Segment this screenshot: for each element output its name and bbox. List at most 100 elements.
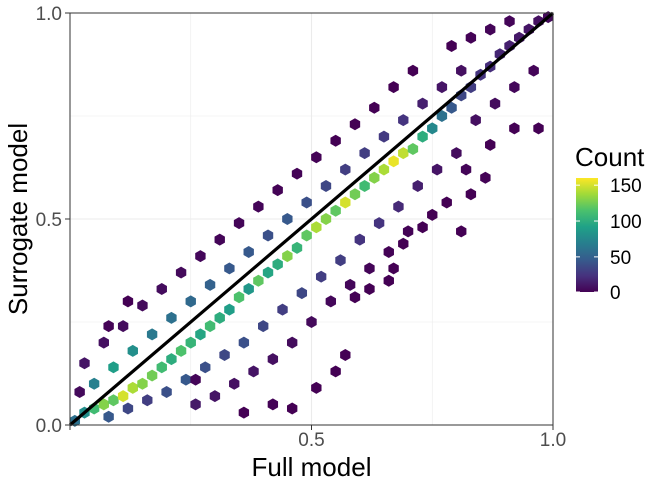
hex-bin bbox=[465, 31, 477, 44]
hex-bin bbox=[446, 101, 457, 114]
hex-bin bbox=[489, 97, 501, 110]
hex-bin bbox=[320, 180, 332, 193]
hex-bin bbox=[272, 258, 283, 271]
hex-bin bbox=[485, 23, 496, 36]
hex-bin bbox=[427, 208, 438, 221]
hex-bin bbox=[166, 353, 177, 366]
hex-bin bbox=[190, 398, 201, 411]
hex-bin bbox=[301, 229, 312, 242]
hex-bin bbox=[137, 377, 148, 390]
x-tick-label: 1.0 bbox=[540, 430, 566, 451]
hex-bin bbox=[142, 394, 153, 407]
hex-bin bbox=[146, 369, 158, 382]
hex-bin bbox=[291, 167, 303, 180]
hex-bin bbox=[146, 328, 158, 341]
hex-bin bbox=[340, 196, 351, 209]
hex-bin bbox=[195, 328, 206, 341]
hex-bin bbox=[315, 270, 327, 283]
hex-bin bbox=[436, 81, 448, 94]
hex-bin bbox=[108, 394, 119, 407]
hex-bin bbox=[282, 250, 293, 263]
hex-bin bbox=[311, 381, 322, 394]
hex-bin bbox=[137, 299, 148, 312]
hex-bin bbox=[224, 303, 235, 316]
hex-bin bbox=[340, 163, 351, 176]
hex-bin bbox=[456, 64, 467, 77]
hex-bin bbox=[117, 320, 129, 333]
hex-bin bbox=[364, 262, 375, 275]
hex-bin bbox=[354, 233, 365, 246]
hex-bin bbox=[185, 336, 196, 349]
hex-bin bbox=[262, 266, 274, 279]
hex-bin bbox=[277, 303, 288, 316]
hex-bin bbox=[388, 262, 399, 275]
hex-bin bbox=[349, 118, 361, 131]
hex-bin bbox=[224, 262, 235, 275]
hex-bin bbox=[417, 221, 428, 234]
hex-bin bbox=[122, 402, 134, 415]
hex-bin bbox=[248, 365, 259, 378]
hex-bin bbox=[480, 171, 491, 184]
hex-bin bbox=[79, 357, 90, 370]
hex-bin bbox=[378, 130, 390, 143]
hex-bin bbox=[286, 402, 298, 415]
hex-bin bbox=[296, 287, 308, 300]
legend-tick-label: 150 bbox=[610, 176, 642, 197]
hex-bin bbox=[238, 406, 250, 419]
hex-bin bbox=[456, 225, 467, 238]
hex-bin bbox=[325, 295, 337, 308]
hex-bin bbox=[195, 250, 206, 263]
hex-bin bbox=[190, 373, 201, 386]
hex-bin bbox=[243, 283, 254, 296]
hex-bin bbox=[103, 320, 114, 333]
hex-bin bbox=[330, 365, 341, 378]
hex-bin bbox=[229, 377, 240, 390]
hex-bin bbox=[470, 114, 481, 127]
hex-bin bbox=[407, 64, 419, 77]
x-axis-title: Full model bbox=[252, 452, 372, 482]
hex-bin bbox=[108, 361, 119, 374]
hex-bin bbox=[388, 81, 399, 94]
hex-bin bbox=[533, 122, 544, 135]
hex-bin bbox=[465, 188, 477, 201]
hex-bins bbox=[69, 11, 554, 427]
hex-bin bbox=[258, 320, 269, 333]
hex-bin bbox=[349, 188, 361, 201]
hex-bin bbox=[402, 225, 414, 238]
legend: Count 0 50 100 150 bbox=[575, 142, 645, 304]
legend-tick-label: 100 bbox=[610, 212, 642, 233]
hex-bin bbox=[98, 398, 109, 411]
hex-bin bbox=[407, 142, 419, 155]
hex-bin bbox=[180, 373, 192, 386]
hex-bin bbox=[417, 97, 428, 110]
hex-bin bbox=[214, 233, 225, 246]
x-tick-label: 0.5 bbox=[298, 430, 324, 451]
hex-bin bbox=[301, 196, 312, 209]
hex-bin bbox=[156, 361, 167, 374]
hex-bin bbox=[460, 163, 472, 176]
hex-bin bbox=[243, 245, 254, 258]
hex-bin bbox=[161, 386, 172, 399]
hex-bin bbox=[349, 291, 361, 304]
hex-bin bbox=[253, 200, 264, 213]
hex-bin bbox=[204, 278, 216, 291]
hex-bin bbox=[383, 274, 394, 287]
hex-bin bbox=[267, 353, 279, 366]
hex-bin bbox=[166, 311, 177, 324]
hex-bin bbox=[378, 163, 390, 176]
hex-bin bbox=[364, 283, 375, 296]
hex-bin bbox=[282, 213, 293, 225]
hex-bin bbox=[398, 114, 409, 127]
hex-bin bbox=[117, 390, 129, 403]
hex-bin bbox=[98, 336, 109, 349]
hex-bin bbox=[272, 184, 283, 197]
hex-bin bbox=[204, 320, 216, 333]
legend-colorbar bbox=[576, 178, 598, 292]
hex-bin bbox=[398, 147, 409, 160]
y-tick-label: 1.0 bbox=[36, 4, 62, 25]
hex-bin bbox=[412, 180, 423, 193]
hex-bin bbox=[369, 101, 380, 114]
hex-bin bbox=[200, 361, 211, 374]
hex-bin bbox=[446, 39, 457, 52]
